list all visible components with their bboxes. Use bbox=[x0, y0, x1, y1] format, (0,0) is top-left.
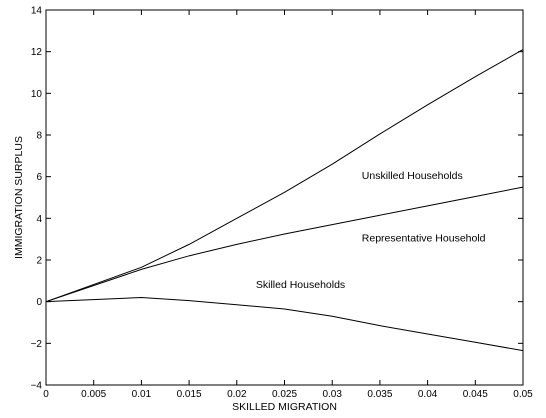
x-tick-label: 0.045 bbox=[463, 389, 488, 400]
x-tick-label: 0.015 bbox=[177, 389, 202, 400]
y-tick-label: 4 bbox=[36, 214, 42, 225]
y-tick-label: 0 bbox=[36, 297, 42, 308]
x-tick-label: 0.025 bbox=[272, 389, 297, 400]
y-tick-label: 8 bbox=[36, 131, 42, 142]
y-axis-title: IMMIGRATION SURPLUS bbox=[13, 136, 25, 259]
x-tick-label: 0.005 bbox=[81, 389, 106, 400]
x-tick-label: 0 bbox=[43, 389, 49, 400]
y-tick-label: 6 bbox=[36, 172, 42, 183]
x-tick-label: 0.02 bbox=[227, 389, 247, 400]
y-tick-label: 14 bbox=[31, 6, 43, 17]
plot-frame bbox=[45, 9, 524, 386]
y-tick-label: 12 bbox=[31, 47, 43, 58]
annotation-unskilled-households: Unskilled Households bbox=[362, 170, 463, 182]
x-tick-label: 0.03 bbox=[322, 389, 342, 400]
y-tick-label: −2 bbox=[31, 339, 43, 350]
axis-ticks bbox=[45, 9, 524, 386]
annotations: Unskilled Households Representative House… bbox=[256, 170, 486, 291]
y-tick-label: 2 bbox=[36, 256, 42, 267]
series-line-unskilled-households bbox=[45, 49, 524, 303]
tick-labels: 0 0.005 0.01 0.015 0.02 0.025 0.03 0.035 0.04 0.0… bbox=[31, 6, 534, 401]
annotation-skilled-households: Skilled Households bbox=[256, 279, 345, 291]
y-tick-label: −4 bbox=[31, 381, 43, 392]
y-tick-label: 10 bbox=[31, 89, 43, 100]
series-line-representative-household bbox=[45, 186, 524, 303]
x-tick-label: 0.035 bbox=[367, 389, 392, 400]
x-tick-label: 0.04 bbox=[418, 389, 438, 400]
series-line-skilled-households bbox=[45, 296, 524, 352]
annotation-representative-household: Representative Household bbox=[362, 232, 486, 244]
x-axis-title: SKILLED MIGRATION bbox=[232, 401, 337, 413]
x-tick-label: 0.01 bbox=[132, 389, 152, 400]
series-lines bbox=[45, 49, 524, 352]
x-tick-label: 0.05 bbox=[513, 389, 533, 400]
